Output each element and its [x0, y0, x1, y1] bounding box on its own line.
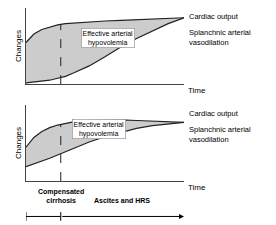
svg-text:Cardiac output: Cardiac output — [189, 12, 239, 21]
svg-text:Effective arterialhypovolemia: Effective arterialhypovolemia — [74, 121, 125, 138]
svg-text:Splanchnic arterialvasodilatio: Splanchnic arterialvasodilation — [189, 28, 251, 47]
svg-text:Time: Time — [188, 183, 206, 192]
svg-text:Time: Time — [188, 86, 206, 95]
svg-text:Cardiac output: Cardiac output — [189, 109, 239, 118]
svg-text:Ascites and HRS: Ascites and HRS — [94, 197, 150, 204]
svg-text:Compensatedcirrhosis: Compensatedcirrhosis — [38, 188, 84, 204]
svg-text:Effective arterialhypovolemia: Effective arterialhypovolemia — [83, 30, 134, 47]
svg-text:Changes: Changes — [14, 127, 23, 159]
svg-text:Changes: Changes — [14, 30, 23, 62]
svg-text:Splanchnic arterialvasodilatio: Splanchnic arterialvasodilation — [189, 125, 251, 144]
